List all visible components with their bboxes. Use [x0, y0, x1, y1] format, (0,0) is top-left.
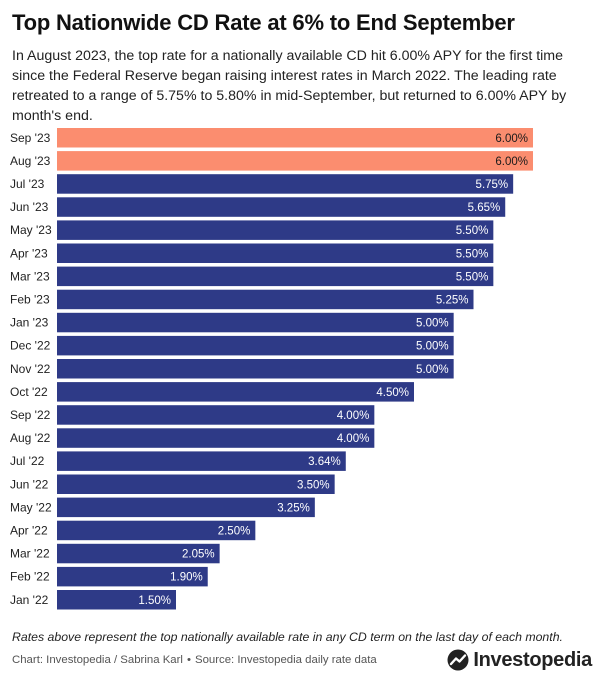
bar [57, 243, 494, 263]
bar-value-label: 5.00% [416, 364, 449, 376]
bar [57, 266, 494, 287]
bar-value-label: 5.25% [436, 294, 469, 306]
bar-value-label: 5.50% [456, 248, 489, 260]
bar [57, 497, 315, 518]
bar [57, 543, 220, 564]
bar-value-label: 3.25% [277, 502, 310, 514]
category-label: Oct '22 [10, 385, 48, 399]
bar-value-label: 5.75% [476, 179, 509, 191]
credit-line: Chart: Investopedia / Sabrina Karl • Sourc… [12, 654, 377, 666]
category-label: Apr '22 [10, 523, 48, 537]
bar-value-label: 1.90% [170, 572, 203, 584]
credit-source: Source: Investopedia daily rate data [194, 654, 377, 666]
bar-chart: Sep '23 6.00% Aug '23 6.00% Jul '23 5.75% Jun … [10, 128, 533, 610]
category-label: Jan '22 [10, 593, 49, 607]
category-label: Jul '22 [10, 454, 45, 468]
category-label: May '23 [10, 223, 52, 237]
category-label: Nov '22 [10, 362, 51, 376]
bar [57, 382, 414, 402]
category-label: Feb '22 [10, 570, 50, 584]
bar-value-label: 5.00% [416, 341, 449, 353]
credit-chart: Chart: Investopedia / Sabrina Karl [12, 654, 183, 666]
bar [57, 428, 375, 448]
bar-value-label: 3.64% [308, 456, 341, 468]
category-label: May '22 [10, 500, 52, 514]
category-label: Feb '23 [10, 292, 50, 306]
bar [57, 405, 375, 425]
bar [57, 474, 335, 494]
category-label: Jan '23 [10, 316, 49, 330]
bar-value-label: 4.00% [337, 433, 370, 445]
bar [57, 590, 176, 610]
bar-value-label: 5.50% [456, 271, 489, 283]
bar [57, 335, 454, 356]
investopedia-logo-icon [447, 649, 469, 671]
bar [57, 359, 454, 379]
credit-separator: • [186, 654, 191, 666]
bar-value-label: 5.00% [416, 318, 449, 330]
bar [57, 566, 208, 587]
category-label: Mar '23 [10, 269, 50, 283]
bar-value-label: 2.50% [218, 525, 251, 537]
bar [57, 128, 533, 148]
bar-value-label: 6.00% [495, 133, 528, 145]
bar [57, 197, 506, 217]
investopedia-logo: Investopedia [447, 647, 592, 673]
bar [57, 289, 474, 310]
category-label: Jul '23 [10, 177, 45, 191]
bar-value-label: 2.05% [182, 549, 215, 561]
bar [57, 520, 256, 541]
bar-value-label: 3.50% [297, 479, 330, 491]
category-label: Aug '22 [10, 431, 51, 445]
category-label: Sep '23 [10, 131, 51, 145]
bar [57, 312, 454, 333]
bar [57, 174, 514, 194]
category-label: Jun '23 [10, 200, 49, 214]
footnote: Rates above represent the top nationally… [12, 630, 563, 644]
category-label: Jun '22 [10, 477, 49, 491]
bar-value-label: 5.65% [468, 202, 501, 214]
category-label: Apr '23 [10, 246, 48, 260]
logo-text: Investopedia [473, 648, 592, 671]
bar [57, 451, 346, 471]
chart-subtitle: In August 2023, the top rate for a natio… [12, 48, 567, 124]
category-label: Sep '22 [10, 408, 51, 422]
category-label: Dec '22 [10, 339, 51, 353]
bar [57, 220, 494, 240]
bar-value-label: 5.50% [456, 225, 489, 237]
category-label: Aug '23 [10, 154, 51, 168]
chart-title: Top Nationwide CD Rate at 6% to End Sept… [12, 10, 515, 35]
bar-value-label: 1.50% [138, 595, 171, 607]
bar-value-label: 4.00% [337, 410, 370, 422]
category-label: Mar '22 [10, 547, 50, 561]
bar-value-label: 6.00% [495, 156, 528, 168]
bar [57, 151, 533, 171]
bar-value-label: 4.50% [376, 387, 409, 399]
